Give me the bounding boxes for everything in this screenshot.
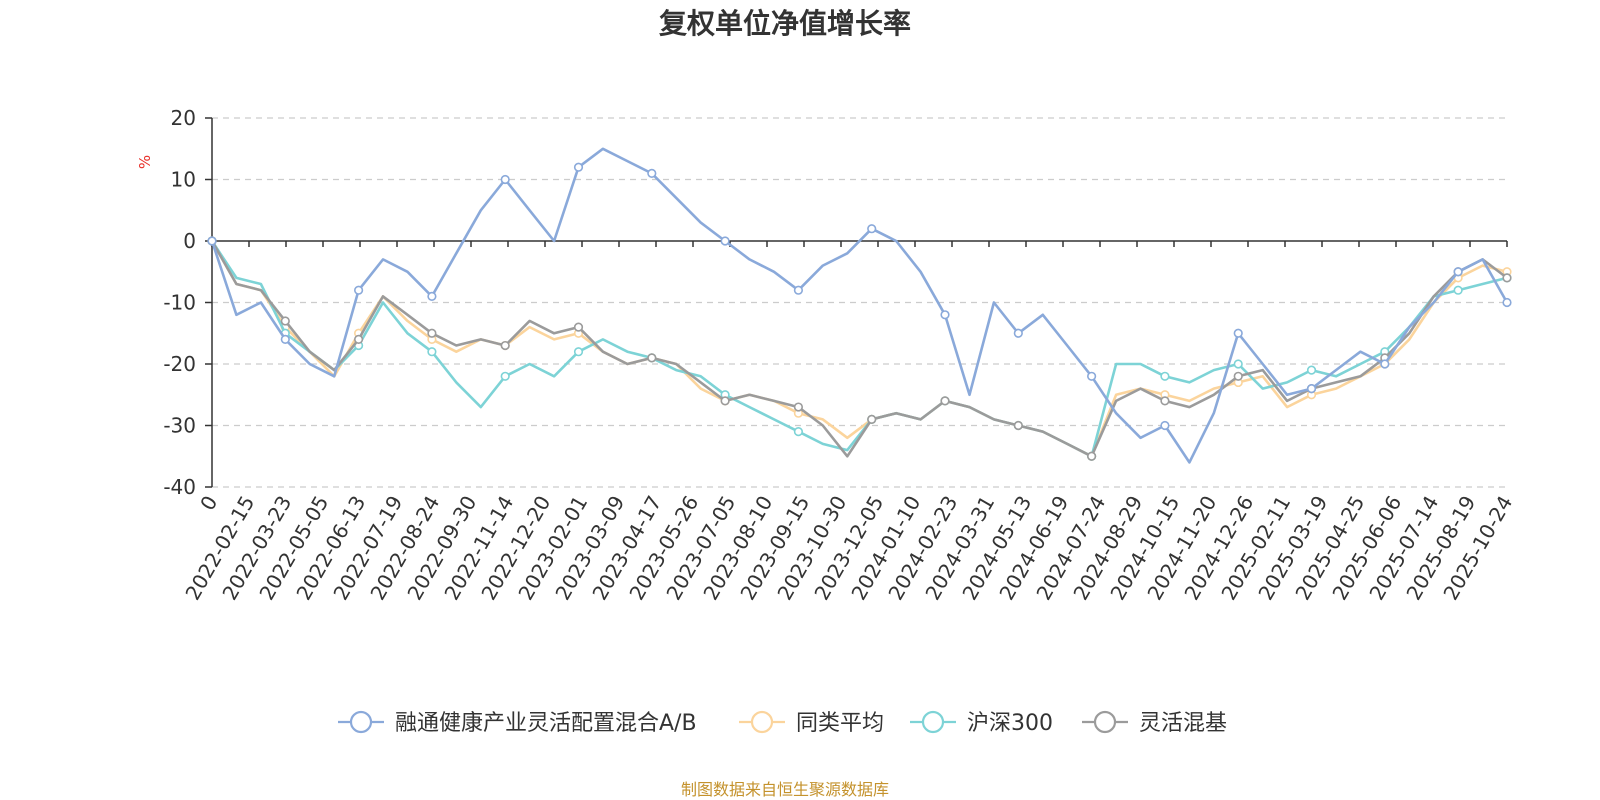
- series-point: [1233, 371, 1243, 381]
- legend-item[interactable]: 灵活混基: [1082, 710, 1227, 736]
- series-point: [1453, 285, 1463, 295]
- series-point: [1380, 359, 1390, 369]
- series-point: [647, 353, 657, 363]
- series-lines: [207, 147, 1512, 464]
- series-point: [1502, 273, 1512, 283]
- series-line: [210, 240, 1508, 458]
- series-point: [720, 236, 730, 246]
- y-tick-label: -10: [163, 291, 196, 315]
- y-tick-labels: 20 10 0 -10 -20 -30 -40: [163, 106, 196, 499]
- series-point: [427, 291, 437, 301]
- series-point: [647, 168, 657, 178]
- series-point: [354, 285, 364, 295]
- legend-item[interactable]: 同类平均: [739, 710, 884, 736]
- legend-label: 沪深300: [967, 711, 1053, 736]
- series-point: [427, 347, 437, 357]
- series-point: [793, 402, 804, 412]
- chart-title: 复权单位净值增长率: [659, 7, 911, 40]
- legend-label: 融通健康产业灵活配置混合A/B: [395, 711, 697, 736]
- series-point: [940, 396, 950, 406]
- series-point: [500, 174, 510, 185]
- source-note: 制图数据来自恒生聚源数据库: [681, 780, 889, 799]
- series-point: [867, 414, 877, 424]
- legend-marker: [349, 710, 373, 734]
- series-point: [1233, 328, 1243, 338]
- series-point: [573, 322, 584, 332]
- series-point: [1087, 371, 1097, 381]
- series-point: [1502, 297, 1512, 308]
- series-point: [500, 371, 510, 381]
- series-point: [1306, 384, 1317, 394]
- y-tick-label: 20: [171, 106, 196, 130]
- y-tick-label: -40: [163, 475, 196, 499]
- series-point: [1087, 451, 1097, 461]
- legend-marker: [750, 710, 774, 734]
- series-point: [720, 396, 730, 406]
- y-tick-label: -30: [163, 414, 196, 438]
- series-point: [500, 340, 510, 351]
- series-point: [793, 285, 804, 295]
- series-point: [427, 328, 437, 338]
- series-point: [1013, 420, 1023, 431]
- series-point: [867, 224, 877, 234]
- y-axis-unit: %: [136, 155, 154, 169]
- legend-item[interactable]: 融通健康产业灵活配置混合A/B: [338, 710, 697, 736]
- series-point: [1160, 420, 1170, 431]
- series-point: [1160, 371, 1170, 381]
- series-point: [573, 162, 584, 172]
- y-tick-label: 10: [171, 168, 196, 192]
- legend-label: 同类平均: [796, 711, 884, 736]
- x-tick-label: 0: [195, 492, 222, 515]
- series-point: [1233, 359, 1243, 369]
- x-tick-labels: 02022-02-152022-03-232022-05-052022-06-1…: [180, 492, 1517, 605]
- series-point: [207, 236, 217, 246]
- legend[interactable]: 融通健康产业灵活配置混合A/B 同类平均 沪深300 灵活混基: [338, 710, 1227, 736]
- y-tick-label: 0: [183, 229, 196, 253]
- series-point: [354, 334, 364, 345]
- series-line: [210, 240, 1508, 458]
- series-point: [1160, 396, 1170, 406]
- series-point: [1306, 365, 1317, 375]
- series-line: [210, 147, 1509, 464]
- legend-label: 灵活混基: [1139, 711, 1227, 736]
- series-line: [210, 240, 1508, 458]
- legend-marker: [921, 710, 945, 734]
- series-point: [573, 347, 584, 357]
- legend-item[interactable]: 沪深300: [910, 710, 1053, 736]
- y-tick-label: -20: [163, 352, 196, 376]
- series-point: [793, 427, 804, 437]
- series-point: [280, 334, 290, 345]
- series-point: [940, 310, 950, 320]
- series-point: [1013, 328, 1023, 338]
- legend-marker: [1093, 710, 1117, 734]
- series-point: [280, 316, 290, 326]
- series-point: [1453, 267, 1463, 277]
- grid: [212, 117, 1507, 488]
